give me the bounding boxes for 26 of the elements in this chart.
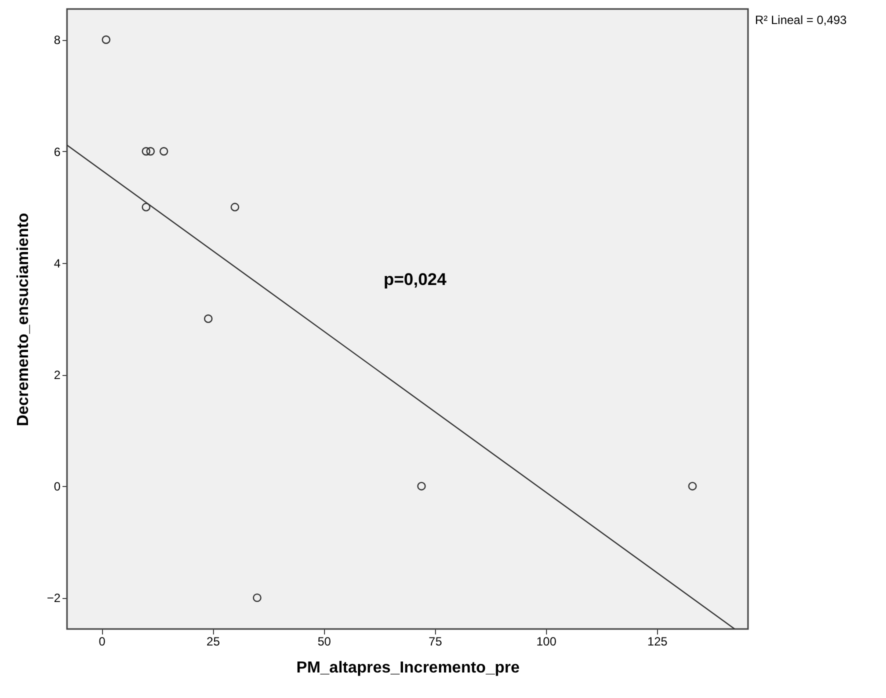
point [204,314,213,324]
x-tick-label: 100 [536,634,557,648]
y-tick-label: 8 [54,33,61,48]
x-tick-label: 0 [98,634,106,648]
text: R² Lineal = 0,493 [755,13,848,27]
y-tick-label: 2 [54,368,61,382]
y-tick-label: 0 [54,480,61,494]
point [142,147,150,156]
point [417,482,426,490]
y-axis-title: Decremento_ensuciamiento [14,212,32,426]
x-tick-label: 125 [647,634,668,648]
point [252,593,262,602]
y-tick-label: 4 [54,256,61,270]
x-tick-label: 50 [318,634,332,648]
point [230,202,240,212]
y-tick-label: −2 [46,591,61,606]
x-tick-label: 25 [206,634,220,648]
y-tick-label: 6 [54,144,61,159]
point [142,202,150,212]
point [688,482,697,490]
point [102,35,110,44]
x-tick-label: 75 [428,634,442,648]
annotation: p=0,024 [384,270,447,289]
point [160,147,168,156]
point [146,147,155,156]
x-axis-title: PM_altapres_Incremento_pre [296,660,520,676]
